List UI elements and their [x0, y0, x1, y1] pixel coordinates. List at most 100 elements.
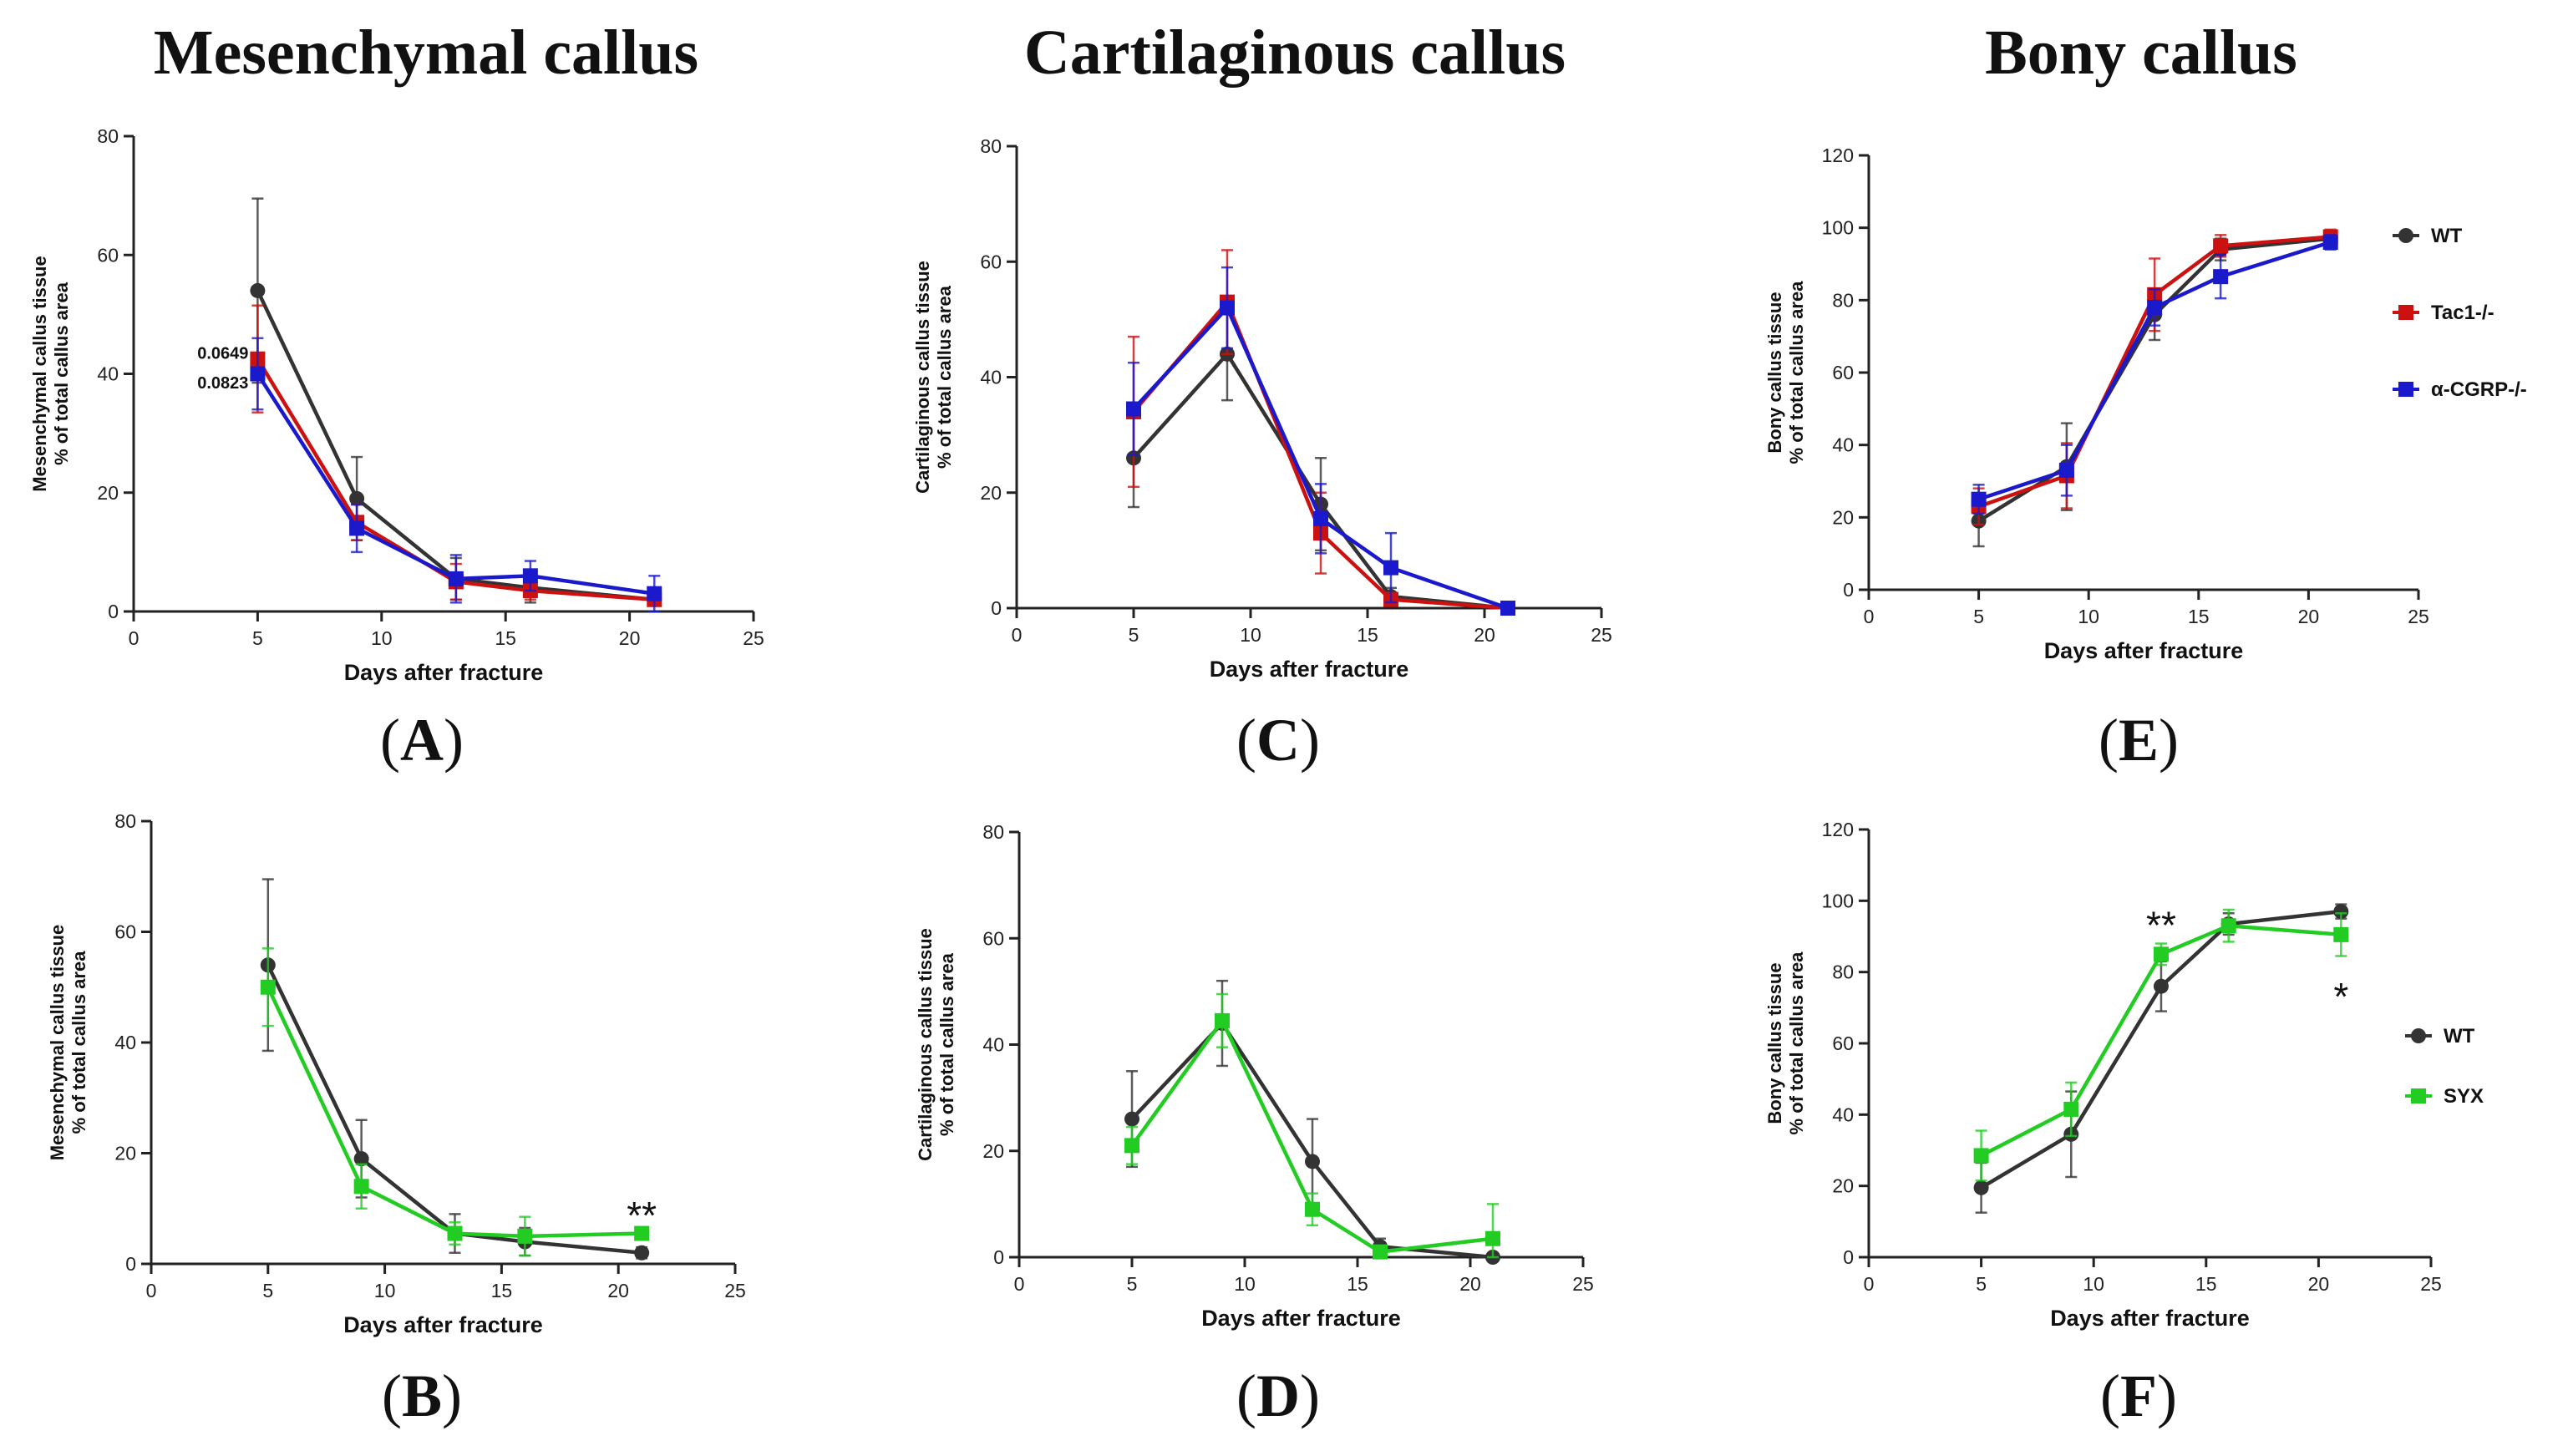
y-tick-label-d: 60 — [982, 927, 1004, 949]
y-tick-label-a: 20 — [97, 482, 119, 504]
chart-b: 0 20 40 60 80 0 5 10 15 20 25 Days after fracture Me… — [47, 810, 746, 1337]
chart-e: 0 20 40 60 80 100 120 0 5 10 15 20 25 Days after frac… — [1764, 145, 2527, 663]
significance-marker: ** — [627, 1194, 657, 1237]
data-point-syx — [447, 1225, 463, 1241]
legend-marker-wt — [2411, 1028, 2426, 1043]
series-cgrp-e — [1971, 234, 2338, 515]
legend-label-tac1: Tac1-/- — [2431, 302, 2494, 324]
y-tick-label-e: 0 — [1843, 579, 1854, 601]
y-tick-label-f: 120 — [1822, 819, 1854, 840]
y-tick-label-f: 20 — [1832, 1175, 1854, 1197]
data-point-cgrp — [250, 366, 266, 382]
data-point-syx — [260, 979, 276, 995]
y-tick-label-e: 20 — [1832, 506, 1854, 528]
x-axis-title-e: Days after fracture — [2044, 638, 2244, 663]
panel-label-e: (E) — [2099, 707, 2179, 774]
chart-f: 0 20 40 60 80 100 120 0 5 10 15 20 25 Days after frac… — [1764, 819, 2484, 1331]
x-tick-label-e: 20 — [2298, 606, 2320, 627]
x-tick-label-e: 0 — [1864, 606, 1875, 627]
x-tick-label-b: 0 — [146, 1280, 157, 1301]
x-tick-label-d: 25 — [1572, 1273, 1594, 1295]
series-syx-f — [1973, 908, 2349, 1182]
data-point-syx — [1485, 1230, 1500, 1246]
data-point-tac1 — [2213, 238, 2229, 254]
data-point-syx — [1124, 1138, 1139, 1154]
data-point-wt — [349, 490, 365, 506]
data-point-cgrp — [2213, 269, 2229, 285]
y-axis-title-e: % of total callus area — [1786, 281, 1807, 464]
series-wt-a — [250, 197, 662, 607]
y-tick-label-c: 80 — [980, 135, 1002, 157]
x-axis-title-f: Days after fracture — [2050, 1306, 2250, 1331]
panel-label-c: (C) — [1236, 707, 1320, 774]
x-tick-label-e: 25 — [2408, 606, 2429, 627]
x-axis-title-d: Days after fracture — [1201, 1306, 1401, 1331]
y-tick-label-e: 120 — [1822, 145, 1854, 166]
data-point-cgrp — [1313, 510, 1328, 526]
legend-marker-syx — [2411, 1088, 2426, 1103]
data-point-cgrp — [522, 568, 538, 584]
y-axis-title-f: % of total callus area — [1786, 951, 1807, 1135]
chart-c: 0 20 40 60 80 0 5 10 15 20 25 Days after fracture Ca… — [912, 135, 1612, 682]
y-tick-label-a: 0 — [108, 601, 119, 622]
y-tick-label-b: 0 — [125, 1253, 136, 1275]
significance-marker: * — [2333, 975, 2348, 1018]
legend-marker-tac1 — [2398, 305, 2413, 320]
y-tick-label-d: 20 — [982, 1140, 1004, 1162]
data-point-syx — [1973, 1148, 1989, 1164]
x-tick-label-f: 25 — [2420, 1273, 2442, 1295]
x-tick-label-c: 0 — [1012, 624, 1023, 646]
y-axis-title-d: Cartilaginous callus tissue — [915, 928, 936, 1161]
x-tick-label-e: 10 — [2078, 606, 2099, 627]
legend-label-wt: WT — [2431, 225, 2463, 247]
y-axis-title-c: Cartilaginous callus tissue — [912, 261, 933, 494]
x-axis-title-c: Days after fracture — [1210, 657, 1409, 682]
series-tac1-c — [1126, 249, 1515, 616]
data-point-wt — [634, 1245, 650, 1261]
y-axis-title-b: Mesenchymal callus tissue — [47, 925, 68, 1160]
x-tick-label-d: 5 — [1127, 1273, 1138, 1295]
y-tick-label-e: 100 — [1822, 217, 1854, 239]
x-tick-label-c: 10 — [1240, 624, 1261, 646]
y-tick-label-c: 60 — [980, 251, 1002, 272]
x-tick-label-a: 10 — [371, 627, 393, 649]
y-tick-label-c: 40 — [980, 367, 1002, 388]
x-tick-label-a: 25 — [743, 627, 764, 649]
y-tick-label-e: 40 — [1832, 434, 1854, 456]
series-line-wt — [256, 289, 655, 602]
y-tick-label-d: 40 — [982, 1034, 1004, 1056]
y-axis-title-b: % of total callus area — [69, 951, 89, 1134]
data-point-syx — [1215, 1012, 1230, 1028]
y-tick-label-f: 100 — [1822, 890, 1854, 911]
data-point-wt — [2333, 904, 2349, 920]
data-point-cgrp — [1500, 601, 1515, 616]
y-tick-label-c: 0 — [991, 597, 1002, 619]
data-point-syx — [517, 1228, 533, 1244]
y-tick-label-a: 40 — [97, 363, 119, 385]
x-tick-label-a: 20 — [619, 627, 641, 649]
x-tick-label-b: 25 — [724, 1280, 746, 1301]
data-point-syx — [1373, 1244, 1388, 1260]
y-axis-title-f: Bony callus tissue — [1764, 962, 1785, 1124]
y-tick-label-a: 60 — [97, 244, 119, 266]
data-point-wt — [1305, 1154, 1320, 1169]
data-point-cgrp — [1383, 560, 1398, 576]
x-tick-label-d: 0 — [1014, 1273, 1025, 1295]
chart-a: 0 20 40 60 80 0 5 10 15 20 25 Days after fracture Me… — [29, 125, 764, 685]
significance-marker: ** — [2146, 904, 2176, 947]
data-point-wt — [353, 1151, 369, 1167]
legend-label-syx: SYX — [2444, 1085, 2484, 1108]
x-tick-label-f: 10 — [2083, 1273, 2104, 1295]
panel-label-f: (F) — [2100, 1362, 2177, 1429]
data-point-cgrp — [2147, 300, 2163, 315]
data-point-cgrp — [2322, 235, 2338, 250]
x-tick-label-d: 20 — [1459, 1273, 1481, 1295]
x-tick-label-f: 15 — [2195, 1273, 2217, 1295]
x-tick-label-c: 5 — [1129, 624, 1139, 646]
data-point-cgrp — [2058, 463, 2074, 478]
y-tick-label-e: 80 — [1832, 289, 1854, 311]
x-tick-label-d: 10 — [1234, 1273, 1256, 1295]
x-tick-label-a: 15 — [495, 627, 516, 649]
series-line-syx — [266, 986, 642, 1239]
legend-e: WT Tac1-/- α-CGRP-/- — [2393, 225, 2527, 401]
